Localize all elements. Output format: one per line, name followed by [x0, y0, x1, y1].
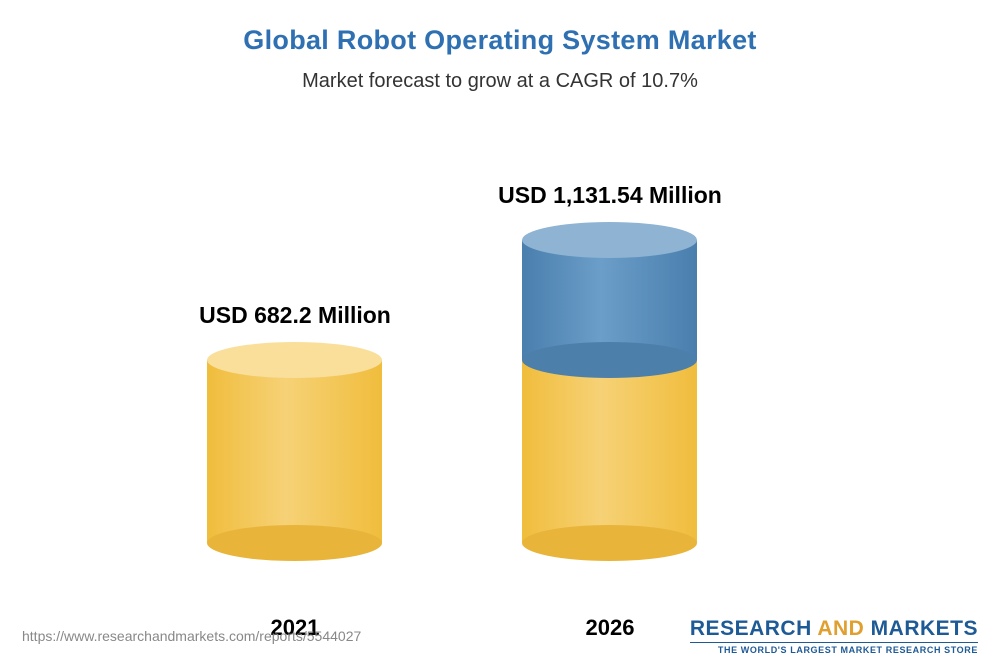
- cylinder-top-ellipse: [207, 342, 382, 378]
- cylinder-body-2021: [207, 360, 382, 543]
- segment-0: [207, 360, 382, 543]
- cylinder-top-ellipse: [522, 222, 697, 258]
- source-url: https://www.researchandmarkets.com/repor…: [22, 628, 361, 644]
- logo-word-markets: MARKETS: [871, 617, 978, 640]
- segment-divider-0: [522, 342, 697, 378]
- logo-word-and: AND: [817, 617, 864, 640]
- value-label-2026: USD 1,131.54 Million: [480, 182, 740, 209]
- chart-area: USD 682.2 Million2021USD 1,131.54 Millio…: [0, 113, 1000, 553]
- chart-title: Global Robot Operating System Market: [0, 0, 1000, 56]
- logo-word-research: RESEARCH: [690, 617, 812, 640]
- cylinder-bottom-ellipse: [522, 525, 697, 561]
- logo-subtitle: THE WORLD'S LARGEST MARKET RESEARCH STOR…: [690, 642, 978, 655]
- value-label-2021: USD 682.2 Million: [165, 302, 425, 329]
- cylinder-bottom-ellipse: [207, 525, 382, 561]
- chart-subtitle: Market forecast to grow at a CAGR of 10.…: [0, 56, 1000, 93]
- cylinder-2021: USD 682.2 Million2021: [195, 113, 395, 623]
- footer: https://www.researchandmarkets.com/repor…: [0, 612, 1000, 667]
- cylinder-2026: USD 1,131.54 Million2026: [510, 113, 710, 623]
- segment-0: [522, 360, 697, 543]
- logo-title: RESEARCH AND MARKETS: [690, 617, 978, 641]
- cylinder-body-2026: [522, 240, 697, 543]
- logo: RESEARCH AND MARKETS THE WORLD'S LARGEST…: [690, 617, 978, 655]
